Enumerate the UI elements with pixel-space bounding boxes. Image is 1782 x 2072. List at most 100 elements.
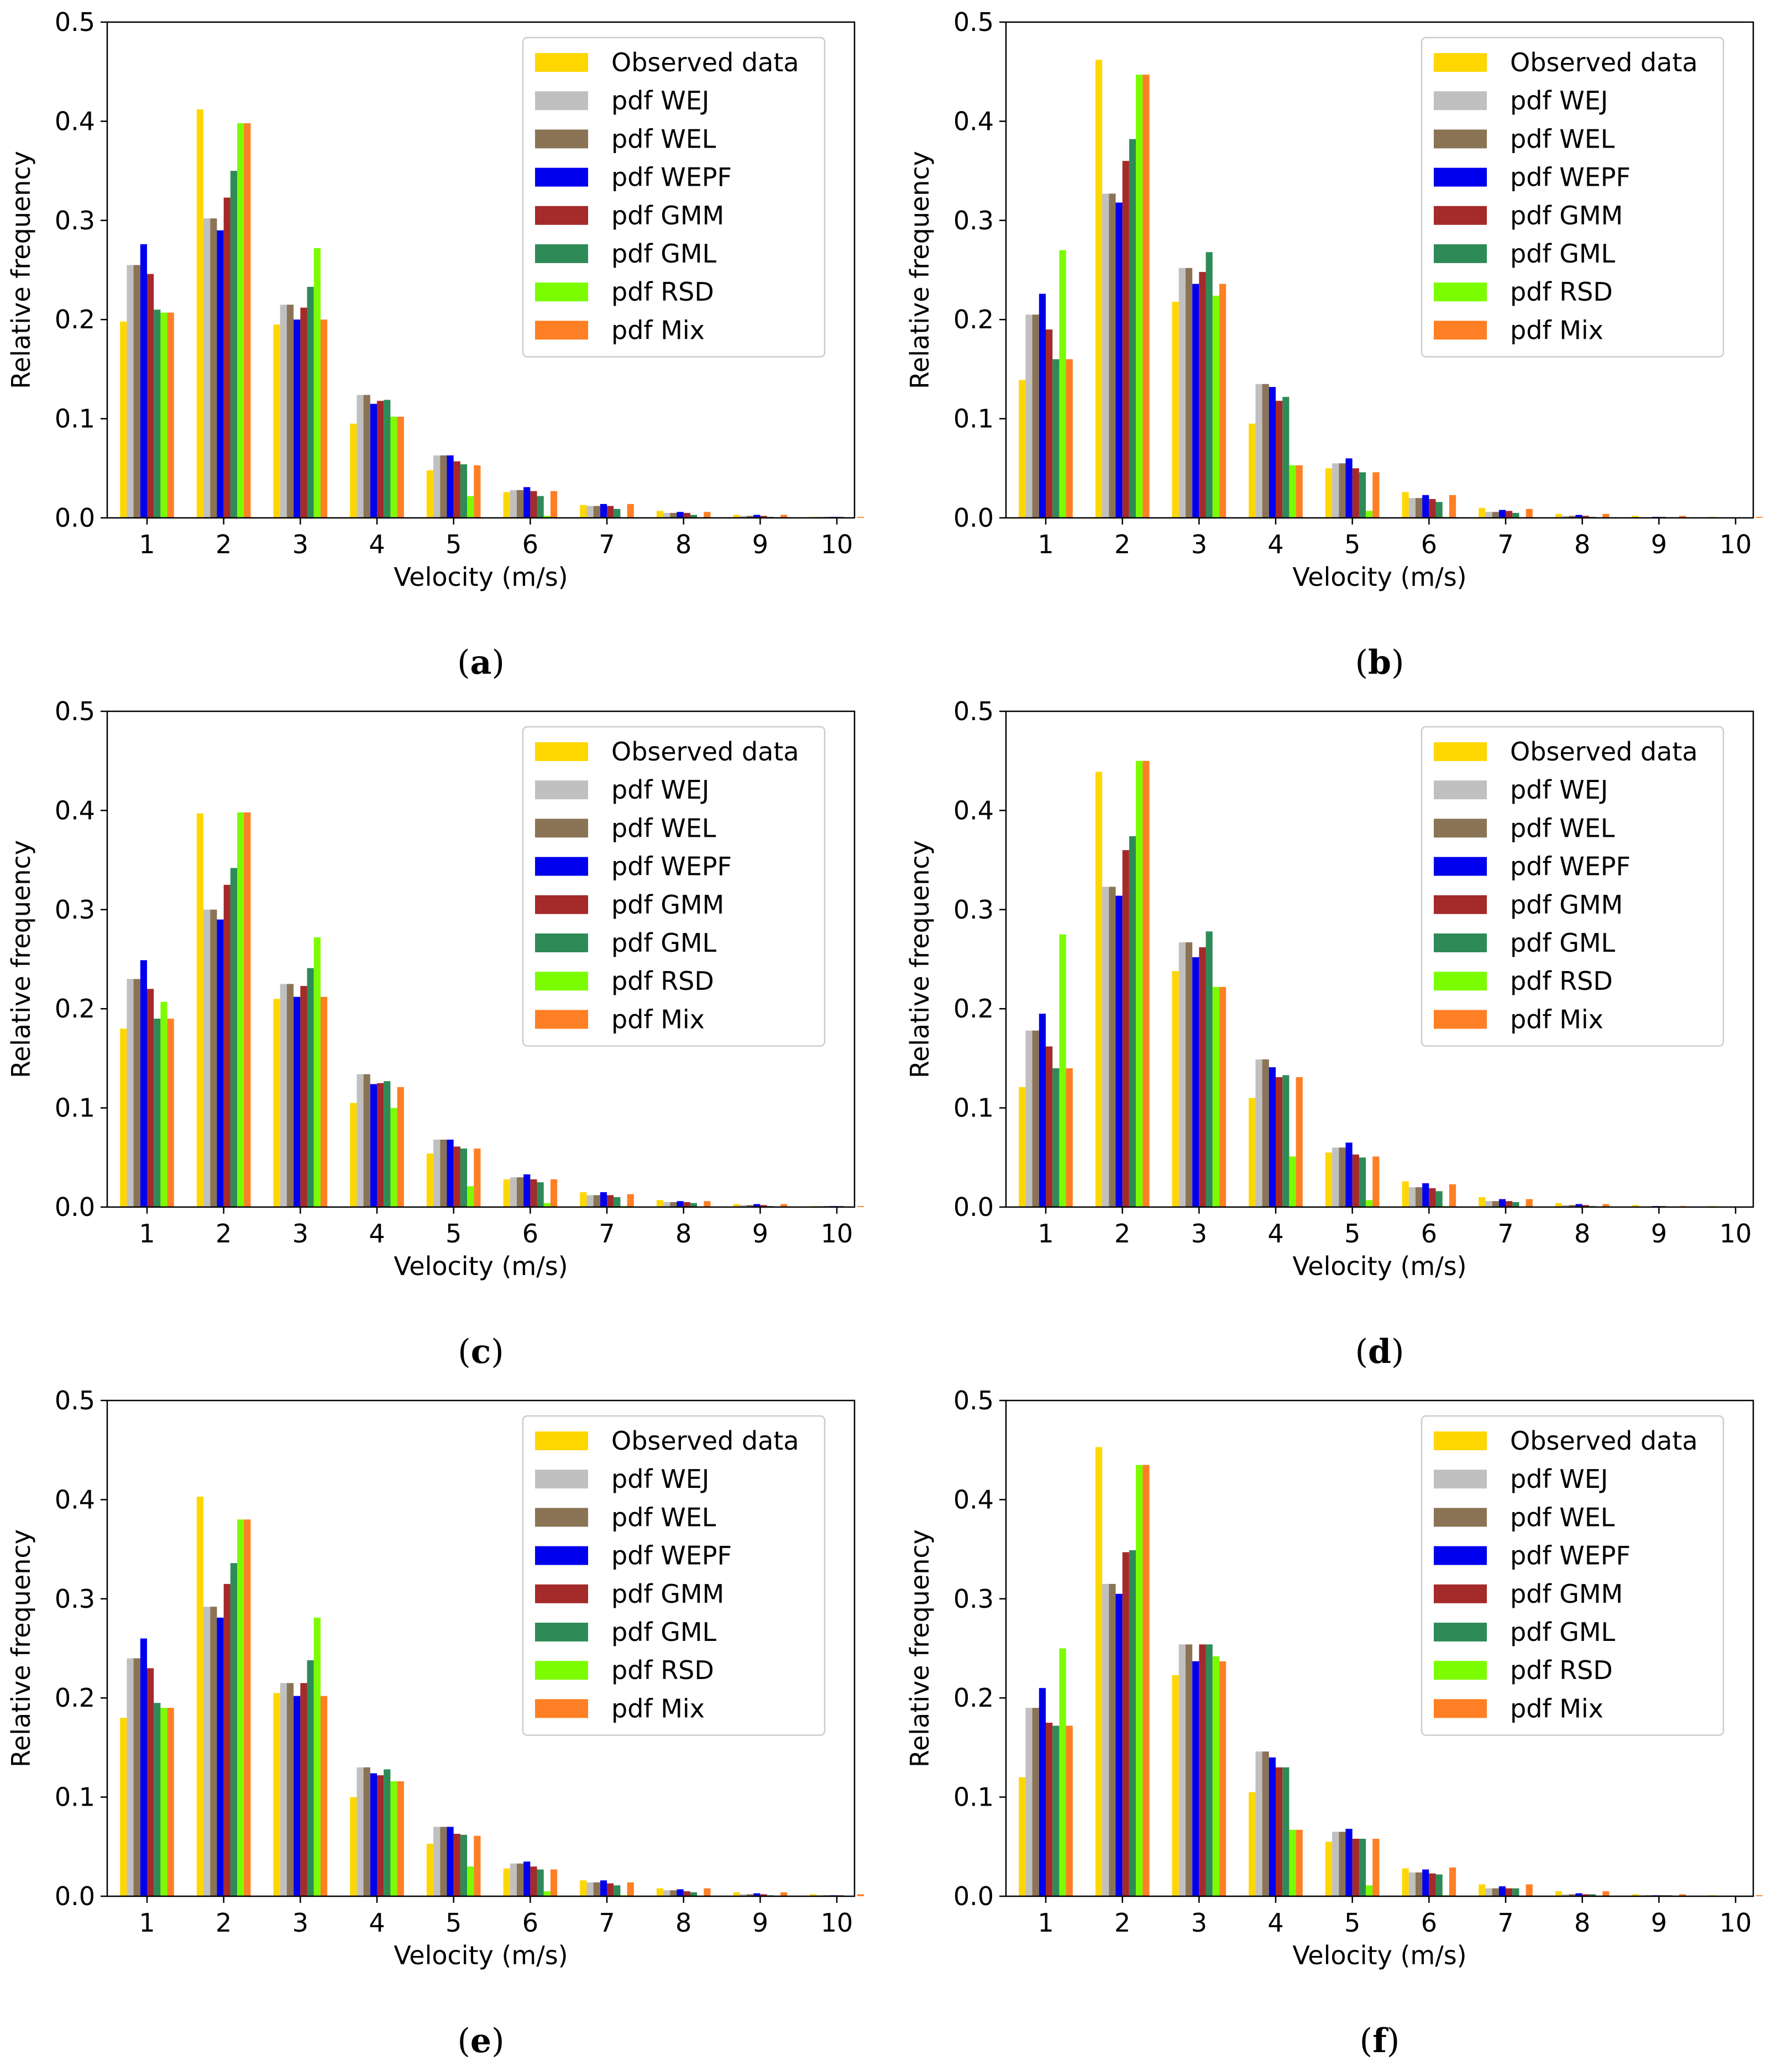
plot-frame xyxy=(1005,710,1754,1208)
bar-pdf-wel-5 xyxy=(440,1140,447,1207)
bar-pdf-mix-9 xyxy=(780,1892,788,1896)
bar-pdf-gmm-5 xyxy=(1352,1838,1359,1896)
legend-swatch xyxy=(535,129,588,149)
bar-pdf-wej-1 xyxy=(1025,1708,1032,1896)
bar-pdf-wej-3 xyxy=(280,984,287,1207)
bar-pdf-gml-3 xyxy=(307,287,314,518)
bar-observed-data-3 xyxy=(273,324,280,518)
bar-pdf-wel-4 xyxy=(363,1074,370,1207)
y-tick-label: 0.2 xyxy=(55,994,95,1024)
bar-observed-data-8 xyxy=(1555,1203,1563,1207)
bar-pdf-wepf-8 xyxy=(677,512,684,518)
bar-pdf-wel-8 xyxy=(1569,516,1576,518)
bar-pdf-wepf-8 xyxy=(1575,1893,1582,1896)
bar-pdf-mix-7 xyxy=(1526,508,1533,518)
y-tick-label: 0.5 xyxy=(953,1386,994,1415)
bar-pdf-wel-9 xyxy=(746,1205,754,1207)
bar-pdf-wepf-2 xyxy=(1115,1593,1123,1896)
bar-pdf-wel-4 xyxy=(1262,1059,1269,1207)
bar-pdf-mix-9 xyxy=(1679,1894,1686,1896)
bar-pdf-gml-5 xyxy=(1359,1157,1366,1207)
bar-pdf-wej-6 xyxy=(510,490,517,518)
legend-swatch xyxy=(1434,1546,1487,1565)
bar-pdf-wepf-7 xyxy=(1498,1199,1506,1207)
bar-pdf-wej-1 xyxy=(127,979,134,1207)
bar-pdf-mix-4 xyxy=(397,1087,404,1207)
y-axis-label: Relative frequency xyxy=(905,1529,935,1767)
y-axis-label: Relative frequency xyxy=(6,151,36,389)
bar-pdf-gmm-1 xyxy=(1046,1046,1053,1207)
x-tick-label: 8 xyxy=(1574,1219,1590,1249)
legend-label: pdf GMM xyxy=(1510,1579,1623,1609)
bar-pdf-rsd-1 xyxy=(1059,250,1066,518)
y-tick-label: 0.3 xyxy=(55,1584,95,1614)
bar-pdf-gmm-8 xyxy=(683,1891,690,1896)
bar-pdf-gml-1 xyxy=(1052,1068,1060,1207)
legend-label: pdf Mix xyxy=(1510,1004,1603,1034)
bar-pdf-wej-2 xyxy=(1102,886,1109,1207)
bar-pdf-mix-3 xyxy=(1219,1661,1227,1896)
x-tick-label: 7 xyxy=(1497,1908,1513,1938)
legend-swatch xyxy=(1434,1584,1487,1603)
bar-pdf-rsd-2 xyxy=(1136,760,1143,1207)
legend-label: pdf Mix xyxy=(611,315,705,345)
bar-pdf-gmm-2 xyxy=(1122,1552,1129,1896)
legend-swatch xyxy=(1434,1010,1487,1029)
bar-pdf-wej-8 xyxy=(1562,1894,1569,1896)
legend-label: pdf Mix xyxy=(1510,1693,1603,1723)
legend-label: pdf WEPF xyxy=(1510,1541,1631,1571)
bar-pdf-wej-6 xyxy=(1408,1872,1416,1896)
y-tick-label: 0.2 xyxy=(953,994,994,1024)
bar-pdf-gmm-6 xyxy=(1429,1873,1436,1896)
bar-pdf-wej-9 xyxy=(740,516,747,518)
bar-observed-data-7 xyxy=(1479,1197,1486,1207)
bar-pdf-gmm-4 xyxy=(377,401,384,518)
bar-pdf-rsd-2 xyxy=(237,123,244,518)
x-tick-label: 7 xyxy=(1497,529,1513,559)
bar-pdf-wej-6 xyxy=(1408,1187,1416,1207)
bar-pdf-wej-8 xyxy=(1562,516,1569,518)
bar-pdf-rsd-4 xyxy=(390,417,397,518)
bar-pdf-rsd-3 xyxy=(1212,987,1219,1207)
legend-label: pdf GMM xyxy=(1510,890,1623,920)
bar-pdf-gmm-3 xyxy=(300,985,307,1207)
bar-pdf-rsd-3 xyxy=(1212,296,1219,518)
bar-pdf-wel-9 xyxy=(746,1894,754,1896)
x-tick-label: 2 xyxy=(1114,1908,1130,1938)
bar-pdf-gml-4 xyxy=(1282,397,1290,518)
bar-pdf-rsd-5 xyxy=(467,1866,474,1896)
bar-pdf-gmm-5 xyxy=(1352,1154,1359,1207)
bar-pdf-gml-7 xyxy=(1512,513,1519,518)
legend-swatch xyxy=(1434,282,1487,302)
bar-observed-data-2 xyxy=(196,109,204,518)
chart-panel-3: 0.0 0.1 0.2 0.3 0.4 0.5 1 2 3 4 5 6 7 8 9 10 Velocity (m… xyxy=(6,696,864,1371)
bar-pdf-rsd-1 xyxy=(1059,1648,1066,1896)
legend-label: pdf GMM xyxy=(1510,201,1623,230)
bar-pdf-gml-4 xyxy=(384,1081,391,1207)
x-tick-label: 10 xyxy=(1720,1908,1752,1938)
legend-label: pdf RSD xyxy=(611,966,714,996)
bar-observed-data-6 xyxy=(503,1179,510,1207)
y-tick-label: 0.2 xyxy=(55,305,95,334)
bar-pdf-wepf-3 xyxy=(293,319,301,518)
panel-caption: (f) xyxy=(1360,2022,1400,2060)
bar-pdf-mix-8 xyxy=(704,1888,711,1896)
x-tick-label: 8 xyxy=(1574,529,1590,559)
bar-pdf-gml-2 xyxy=(1129,836,1136,1207)
y-tick-label: 0.3 xyxy=(55,206,95,235)
bar-pdf-mix-2 xyxy=(1142,760,1150,1207)
legend-swatch xyxy=(1434,1623,1487,1641)
y-tick-label: 0.1 xyxy=(953,404,994,434)
bar-pdf-gmm-6 xyxy=(530,1866,537,1896)
bar-observed-data-7 xyxy=(580,505,587,518)
bar-pdf-mix-8 xyxy=(1602,513,1610,518)
bar-pdf-wej-4 xyxy=(357,395,364,518)
bar-pdf-rsd-2 xyxy=(237,812,244,1207)
y-tick-label: 0.0 xyxy=(953,1192,994,1222)
bar-pdf-mix-6 xyxy=(550,1179,558,1207)
bar-observed-data-1 xyxy=(120,1718,127,1896)
bar-observed-data-7 xyxy=(580,1880,587,1896)
bar-pdf-mix-10 xyxy=(857,1206,864,1207)
bar-observed-data-3 xyxy=(1172,1675,1179,1896)
bar-pdf-gmm-4 xyxy=(1276,401,1283,518)
